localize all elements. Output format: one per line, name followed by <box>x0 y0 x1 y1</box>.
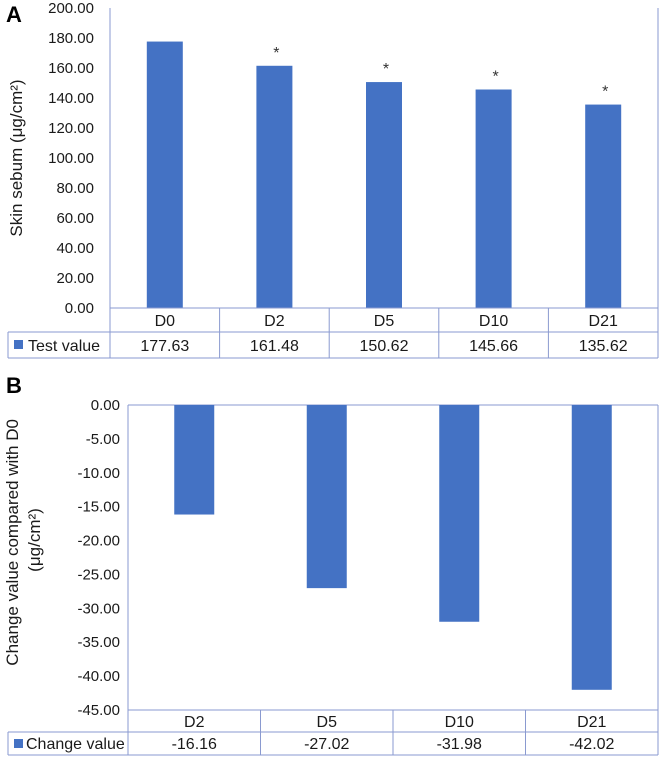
bar-test-value <box>146 41 183 309</box>
bar-change-value <box>174 405 215 515</box>
category-label-a: D2 <box>264 313 285 330</box>
y-axis-label-b: Change value compared with D0 (μg/cm²) <box>3 414 44 665</box>
y-tick-label-a: 120.00 <box>48 120 94 137</box>
y-tick-label-b: -45.00 <box>77 702 120 719</box>
category-label-a: D21 <box>589 313 618 330</box>
y-tick-label-a: 80.00 <box>56 180 94 197</box>
y-tick-label-b: -10.00 <box>77 465 120 482</box>
y-axis-label-b-line2: (μg/cm²) <box>25 508 44 572</box>
category-label-b: D2 <box>184 714 205 731</box>
y-tick-label-b: 0.00 <box>91 397 120 414</box>
y-axis-label-b-line1: Change value compared with D0 <box>3 419 22 666</box>
y-tick-label-b: -30.00 <box>77 600 120 617</box>
data-label-change-value: -16.16 <box>172 736 217 753</box>
y-tick-label-a: 160.00 <box>48 60 94 77</box>
category-label-a: D10 <box>479 313 508 330</box>
y-tick-label-a: 40.00 <box>56 240 94 257</box>
y-tick-label-b: -20.00 <box>77 533 120 550</box>
data-label-change-value: -42.02 <box>569 736 614 753</box>
significance-marker: * <box>273 45 279 62</box>
y-tick-label-a: 200.00 <box>48 0 94 17</box>
data-label-test-value: 135.62 <box>579 338 628 355</box>
data-label-test-value: 150.62 <box>360 338 409 355</box>
significance-marker: * <box>492 69 498 86</box>
legend-swatch-test-value <box>14 340 23 349</box>
significance-marker: * <box>602 84 608 101</box>
y-tick-label-a: 140.00 <box>48 90 94 107</box>
y-tick-label-b: -25.00 <box>77 566 120 583</box>
bar-change-value <box>439 405 480 622</box>
bar-change-value <box>306 405 347 589</box>
panel-label-a: A <box>6 2 22 27</box>
bar-test-value <box>256 65 293 308</box>
bar-test-value <box>366 82 402 308</box>
y-tick-label-a: 60.00 <box>56 210 94 227</box>
category-label-b: D10 <box>445 714 474 731</box>
data-label-change-value: -31.98 <box>437 736 482 753</box>
data-label-test-value: 161.48 <box>250 338 299 355</box>
y-tick-label-a: 100.00 <box>48 150 94 167</box>
data-label-test-value: 177.63 <box>140 338 189 355</box>
category-label-b: D5 <box>317 714 338 731</box>
chart-a: A * * * * 0.00 20.00 40.00 60.00 80.00 100.00 120… <box>6 0 659 359</box>
legend-swatch-change-value <box>14 739 23 748</box>
y-tick-label-b: -35.00 <box>77 634 120 651</box>
chart-b: B 0.00 -5.00 -10.00 -15.00 -20.00 -25.00 -30.0… <box>3 373 659 756</box>
y-tick-label-a: 0.00 <box>65 300 94 317</box>
panel-label-b: B <box>6 373 22 398</box>
legend-label-change-value: Change value <box>26 736 125 753</box>
y-tick-label-b: -5.00 <box>86 431 120 448</box>
y-tick-label-a: 20.00 <box>56 270 94 287</box>
y-tick-label-b: -15.00 <box>77 499 120 516</box>
bar-test-value <box>585 104 622 308</box>
significance-marker: * <box>383 61 389 78</box>
y-tick-label-a: 180.00 <box>48 30 94 47</box>
data-label-test-value: 145.66 <box>469 338 518 355</box>
legend-label-test-value: Test value <box>28 338 100 355</box>
category-label-a: D5 <box>374 313 395 330</box>
y-axis-label-a: Skin sebum (μg/cm²) <box>7 79 26 236</box>
bar-change-value <box>571 405 612 690</box>
category-label-a: D0 <box>155 313 176 330</box>
bar-test-value <box>475 89 512 308</box>
category-label-b: D21 <box>577 714 606 731</box>
y-tick-label-b: -40.00 <box>77 668 120 685</box>
data-label-change-value: -27.02 <box>304 736 349 753</box>
